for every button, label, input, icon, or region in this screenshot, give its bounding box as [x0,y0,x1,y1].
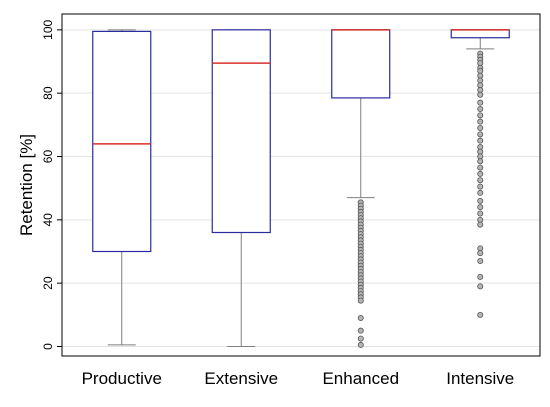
y-tick-label: 60 [41,150,55,164]
plot-frame [61,13,541,357]
iqr-box [450,29,510,39]
outlier-point [477,197,484,204]
outlier-point [477,257,484,264]
outlier-point [477,112,484,119]
iqr-box [92,30,152,253]
y-tick-label: 0 [41,343,55,350]
x-category-label: Productive [82,369,162,388]
y-tick-label: 100 [41,20,55,40]
y-tick-label: 40 [41,213,55,227]
outlier-point [357,327,364,334]
x-category-label: Enhanced [322,369,399,388]
boxes [92,29,510,348]
box-enhanced [331,29,391,348]
y-tick-label: 80 [41,86,55,100]
outlier-point [357,341,364,348]
outlier-point [357,335,364,342]
outlier-point [477,164,484,171]
outlier-point [477,137,484,144]
axes: 0 20 40 60 80 100 Productive Extensive Enhanced I… [41,13,541,388]
outlier-point [477,91,484,98]
x-category-label: Intensive [446,369,514,388]
iqr-box [331,29,391,99]
outlier-point [477,131,484,138]
outlier-point [477,177,484,184]
outlier-point [477,250,484,257]
outlier-point [357,314,364,321]
outlier-point [477,106,484,113]
outlier-point [477,158,484,165]
iqr-box [211,29,271,234]
outlier-point [477,273,484,280]
outlier-point [477,210,484,217]
box-productive [92,29,152,346]
box-extensive [211,29,271,347]
outlier-point [477,189,484,196]
outlier-point [477,283,484,290]
outlier-point [477,118,484,125]
outlier-point [477,311,484,318]
outlier-point [477,221,484,228]
box-intensive [450,29,510,318]
outlier-point [477,170,484,177]
x-category-label: Extensive [204,369,278,388]
y-axis-title: Retention [%] [17,134,36,236]
outlier-point [477,204,484,211]
outlier-point [477,183,484,190]
y-tick-label: 20 [41,276,55,290]
outlier-point [477,125,484,132]
outlier-point [477,99,484,106]
outlier-point [357,297,364,304]
